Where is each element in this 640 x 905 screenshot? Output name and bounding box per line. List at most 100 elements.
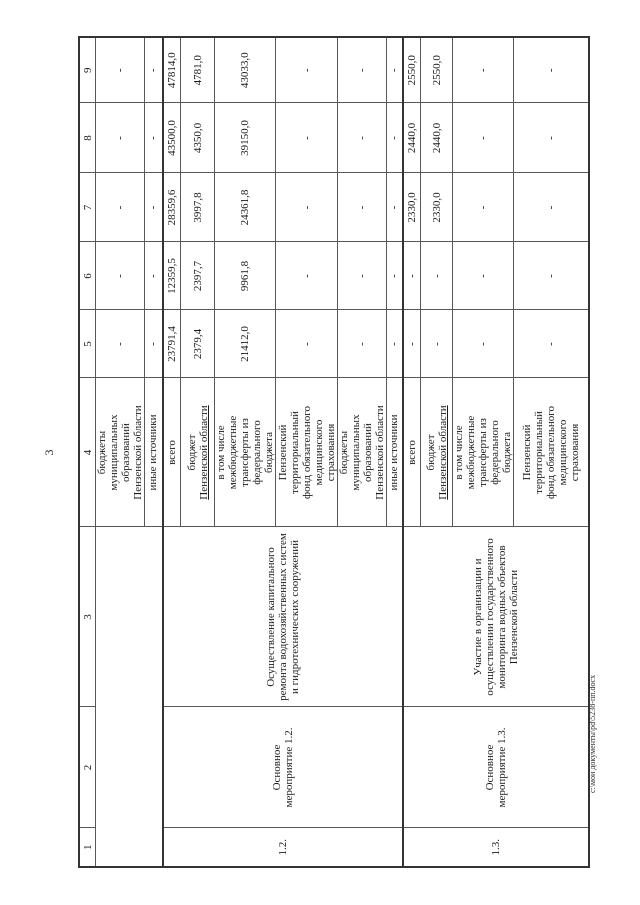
funding-source-line2: Пензенской области	[197, 405, 210, 500]
col-header-9: 9	[79, 37, 96, 103]
cell-value: -	[513, 173, 589, 242]
cell-value: -	[386, 173, 403, 242]
cell-value: 21412,0	[214, 310, 276, 378]
cell-value: -	[452, 242, 514, 310]
cell-value: -	[95, 310, 145, 378]
cell-value: -	[95, 173, 145, 242]
cell-funding-source: всего	[402, 378, 421, 527]
cell-value: -	[513, 37, 589, 103]
cell-activity-name: Основное мероприятие 1.3.	[402, 707, 589, 828]
cell-value: -	[402, 310, 421, 378]
cell-value: -	[337, 103, 387, 173]
document-file-path: с:\мои документы\pd\5238-пп.docx	[588, 674, 597, 793]
cell-activity-name: Основное мероприятие 1.2.	[162, 707, 403, 828]
col-header-7: 7	[79, 173, 96, 242]
cell-funding-source: в том числе межбюджетные трансферты из ф…	[452, 378, 514, 527]
col-header-1: 1	[79, 828, 96, 867]
cell-value: -	[386, 103, 403, 173]
cell-value: -	[337, 173, 387, 242]
col-header-6: 6	[79, 242, 96, 310]
cell-value: -	[513, 310, 589, 378]
cell-value: 43500,0	[162, 103, 181, 173]
table-container: 1 2 3 4 5 6 7 8 9 бюджеты муниципальных …	[78, 36, 590, 868]
cell-activity-description: Осуществление капитального ремонта водох…	[162, 527, 403, 707]
col-header-2: 2	[79, 707, 96, 828]
table-row: бюджеты муниципальных образований Пензен…	[95, 37, 163, 867]
cell-value: -	[144, 37, 163, 103]
cell-value: 12359,5	[162, 242, 181, 310]
cell-value: -	[144, 103, 163, 173]
cell-funding-source: в том числе межбюджетные трансферты из ф…	[214, 378, 276, 527]
cell-value: -	[337, 37, 387, 103]
cell-value: 2379,4	[180, 310, 215, 378]
cell-funding-source: бюджеты муниципальных образований Пензен…	[337, 378, 387, 527]
cell-value: -	[95, 242, 145, 310]
cell-value: 2550,0	[420, 37, 453, 103]
cell-value: -	[275, 310, 338, 378]
cell-value: -	[402, 242, 421, 310]
table-row-section-1-2: 1.2. Основное мероприятие 1.2. Осуществл…	[162, 37, 403, 867]
cell-funding-source: бюджет Пензенской области	[420, 378, 453, 527]
cell-value: 2330,0	[420, 173, 453, 242]
funding-source-line2: Пензенской области	[436, 405, 449, 500]
col-header-8: 8	[79, 103, 96, 173]
cell-value: -	[275, 103, 338, 173]
cell-value: -	[386, 242, 403, 310]
col-header-3: 3	[79, 527, 96, 707]
financing-table: 1 2 3 4 5 6 7 8 9 бюджеты муниципальных …	[78, 36, 590, 868]
cell-value: 2330,0	[402, 173, 421, 242]
cell-value: -	[420, 310, 453, 378]
cell-funding-source: бюджеты муниципальных образований Пензен…	[95, 378, 145, 527]
cell-value: -	[452, 173, 514, 242]
cell-value: -	[337, 310, 387, 378]
cell-value: 2440,0	[420, 103, 453, 173]
cell-value: -	[144, 310, 163, 378]
cell-value: 43033,0	[214, 37, 276, 103]
cell-value: 39150,0	[214, 103, 276, 173]
column-number-row: 1 2 3 4 5 6 7 8 9	[79, 37, 96, 867]
cell-value: -	[513, 103, 589, 173]
cell-value: -	[275, 242, 338, 310]
cell-value: 2550,0	[402, 37, 421, 103]
cell-value: -	[386, 37, 403, 103]
page-number: 3	[42, 449, 56, 456]
cell-funding-source: иные источники	[144, 378, 163, 527]
cell-value: -	[95, 103, 145, 173]
cell-value: 28359,6	[162, 173, 181, 242]
cell-value: -	[452, 103, 514, 173]
cell-value: 23791,4	[162, 310, 181, 378]
cell-value: 2397,7	[180, 242, 215, 310]
cell-value: 4781,0	[180, 37, 215, 103]
cell-value: 2440,0	[402, 103, 421, 173]
cell-value: -	[452, 310, 514, 378]
cell-value: -	[275, 173, 338, 242]
cell-value: 3997,8	[180, 173, 215, 242]
cell-funding-source: Пензенский территориальный фонд обязател…	[275, 378, 338, 527]
cell-value: -	[386, 310, 403, 378]
col-header-5: 5	[79, 310, 96, 378]
cell-value: -	[452, 37, 514, 103]
cell-value: -	[144, 173, 163, 242]
cell-funding-source: всего	[162, 378, 181, 527]
cell-value: -	[513, 242, 589, 310]
cell-value: -	[420, 242, 453, 310]
cell-value: -	[337, 242, 387, 310]
table-row-section-1-3: 1.3. Основное мероприятие 1.3. Участие в…	[402, 37, 589, 867]
cell-item-number: 1.2.	[162, 828, 403, 867]
cell-value: -	[95, 37, 145, 103]
cell-value: 9961,8	[214, 242, 276, 310]
cell-value: 4350,0	[180, 103, 215, 173]
cell-activity-description: Участие в организации и осуществлении го…	[402, 527, 589, 707]
cell-value: 47814,0	[162, 37, 181, 103]
cell-funding-source: иные источники	[386, 378, 403, 527]
cell-item-number: 1.3.	[402, 828, 589, 867]
cell-funding-source: Пензенский территориальный фонд обязател…	[513, 378, 589, 527]
cell-value: -	[144, 242, 163, 310]
cell-value: 24361,8	[214, 173, 276, 242]
cell-value: -	[275, 37, 338, 103]
funding-source-line1: бюджет	[424, 434, 437, 471]
col-header-4: 4	[79, 378, 96, 527]
funding-source-line1: бюджет	[185, 434, 198, 471]
